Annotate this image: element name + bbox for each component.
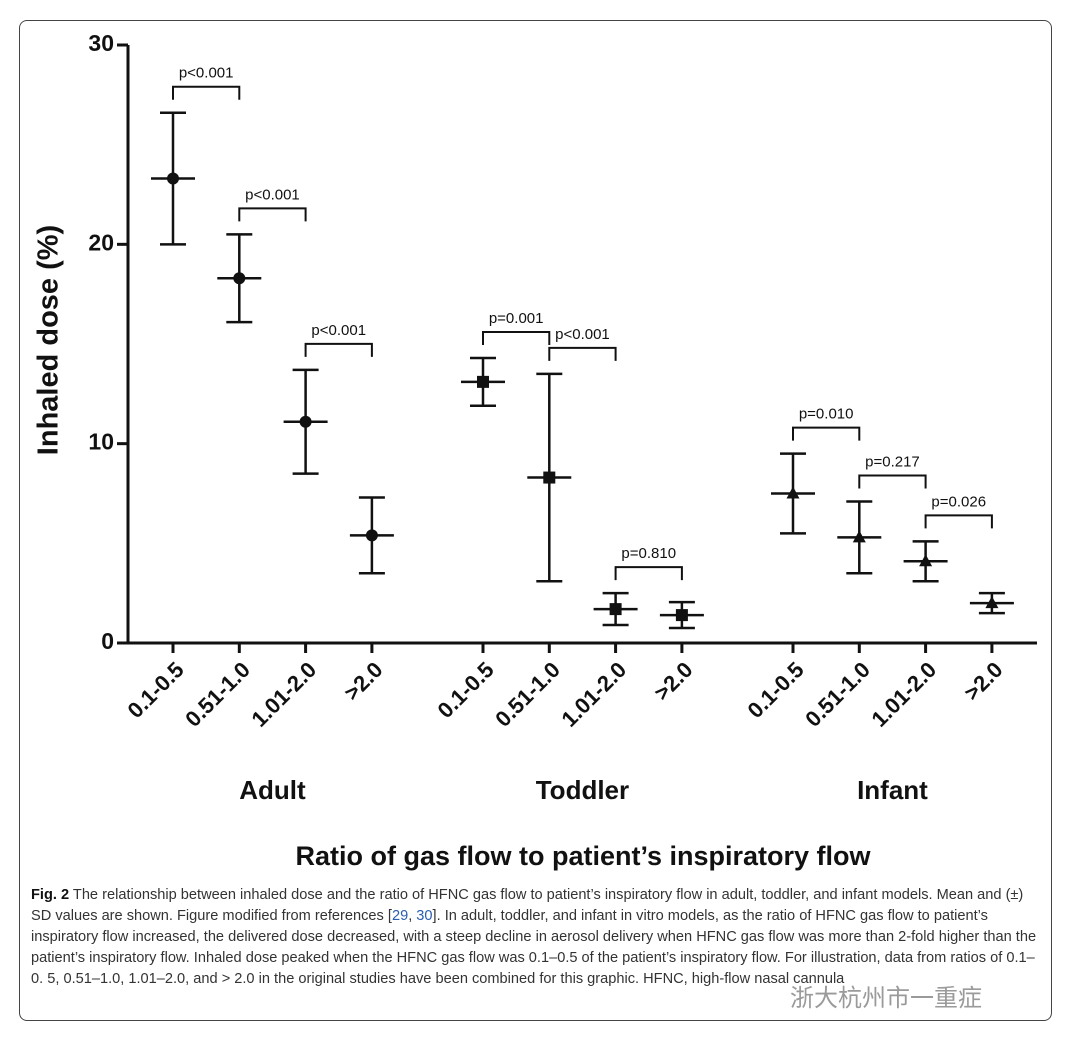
p-value-label: p<0.001 [311,322,366,339]
caption-label: Fig. 2 [31,887,70,903]
p-value-label: p<0.001 [179,65,234,82]
mean-marker [786,486,800,499]
mean-marker [233,272,246,285]
significance-bracket [172,85,241,100]
group-label: Infant [857,775,928,805]
group-label: Adult [239,775,306,805]
x-tick-label: >2.0 [339,657,387,705]
caption-text: The relationship between inhaled dose an… [31,887,1024,924]
y-tick-label: 10 [88,429,114,455]
p-value-label: p<0.001 [555,326,610,343]
mean-marker [477,375,489,388]
x-tick-label: 0.51-1.0 [800,657,875,732]
chart: Inhaled dose (%) Ratio of gas flow to pa… [33,30,1037,871]
caption: Fig. 2 The relationship between inhaled … [31,885,1041,990]
y-tick-label: 0 [101,628,114,654]
mean-marker [299,415,312,428]
p-value-label: p=0.001 [489,310,544,327]
p-value-label: p=0.010 [799,406,854,423]
x-tick-label: 0.51-1.0 [490,657,565,732]
p-value-label: p=0.026 [931,493,986,510]
significance-bracket [858,474,927,489]
significance-bracket [792,426,861,441]
y-axis-label: Inhaled dose (%) [33,225,65,455]
x-tick-label: 0.51-1.0 [180,657,255,732]
p-value-label: p=0.810 [621,545,676,562]
significance-bracket [482,330,551,345]
mean-marker [675,609,688,622]
mean-marker [985,596,999,609]
p-value-label: p<0.001 [245,186,300,203]
p-value-label: p=0.217 [865,453,920,470]
x-tick-label: 1.01-2.0 [866,657,941,732]
reference-link[interactable]: 29 [391,908,409,924]
x-tick-label: 1.01-2.0 [556,657,631,732]
x-tick-label: >2.0 [959,657,1007,705]
figure-frame [19,20,1052,1021]
mean-marker [365,529,378,542]
watermark: 浙大杭州市一重症 [790,985,982,1012]
caption-text: , [408,908,417,924]
mean-marker [609,603,622,616]
significance-bracket [238,207,307,222]
significance-bracket [304,342,373,357]
x-tick-label: 0.1-0.5 [123,657,189,723]
significance-bracket [614,566,683,581]
group-label: Toddler [536,775,629,805]
mean-marker [919,554,933,567]
significance-bracket [548,346,617,361]
y-tick-label: 30 [88,30,114,56]
x-axis-label: Ratio of gas flow to patient’s inspirato… [295,841,871,871]
x-tick-label: 1.01-2.0 [246,657,321,732]
x-tick-label: 0.1-0.5 [743,657,809,723]
mean-marker [543,471,556,484]
mean-marker [852,530,866,543]
x-tick-label: >2.0 [649,657,697,705]
mean-marker [167,172,179,185]
caption-text: ]. In adult, toddler, and infant in vitr… [31,908,1037,987]
x-tick-label: 0.1-0.5 [433,657,499,723]
y-tick-label: 20 [88,229,114,255]
significance-bracket [924,514,993,529]
reference-link[interactable]: 30 [416,908,433,924]
